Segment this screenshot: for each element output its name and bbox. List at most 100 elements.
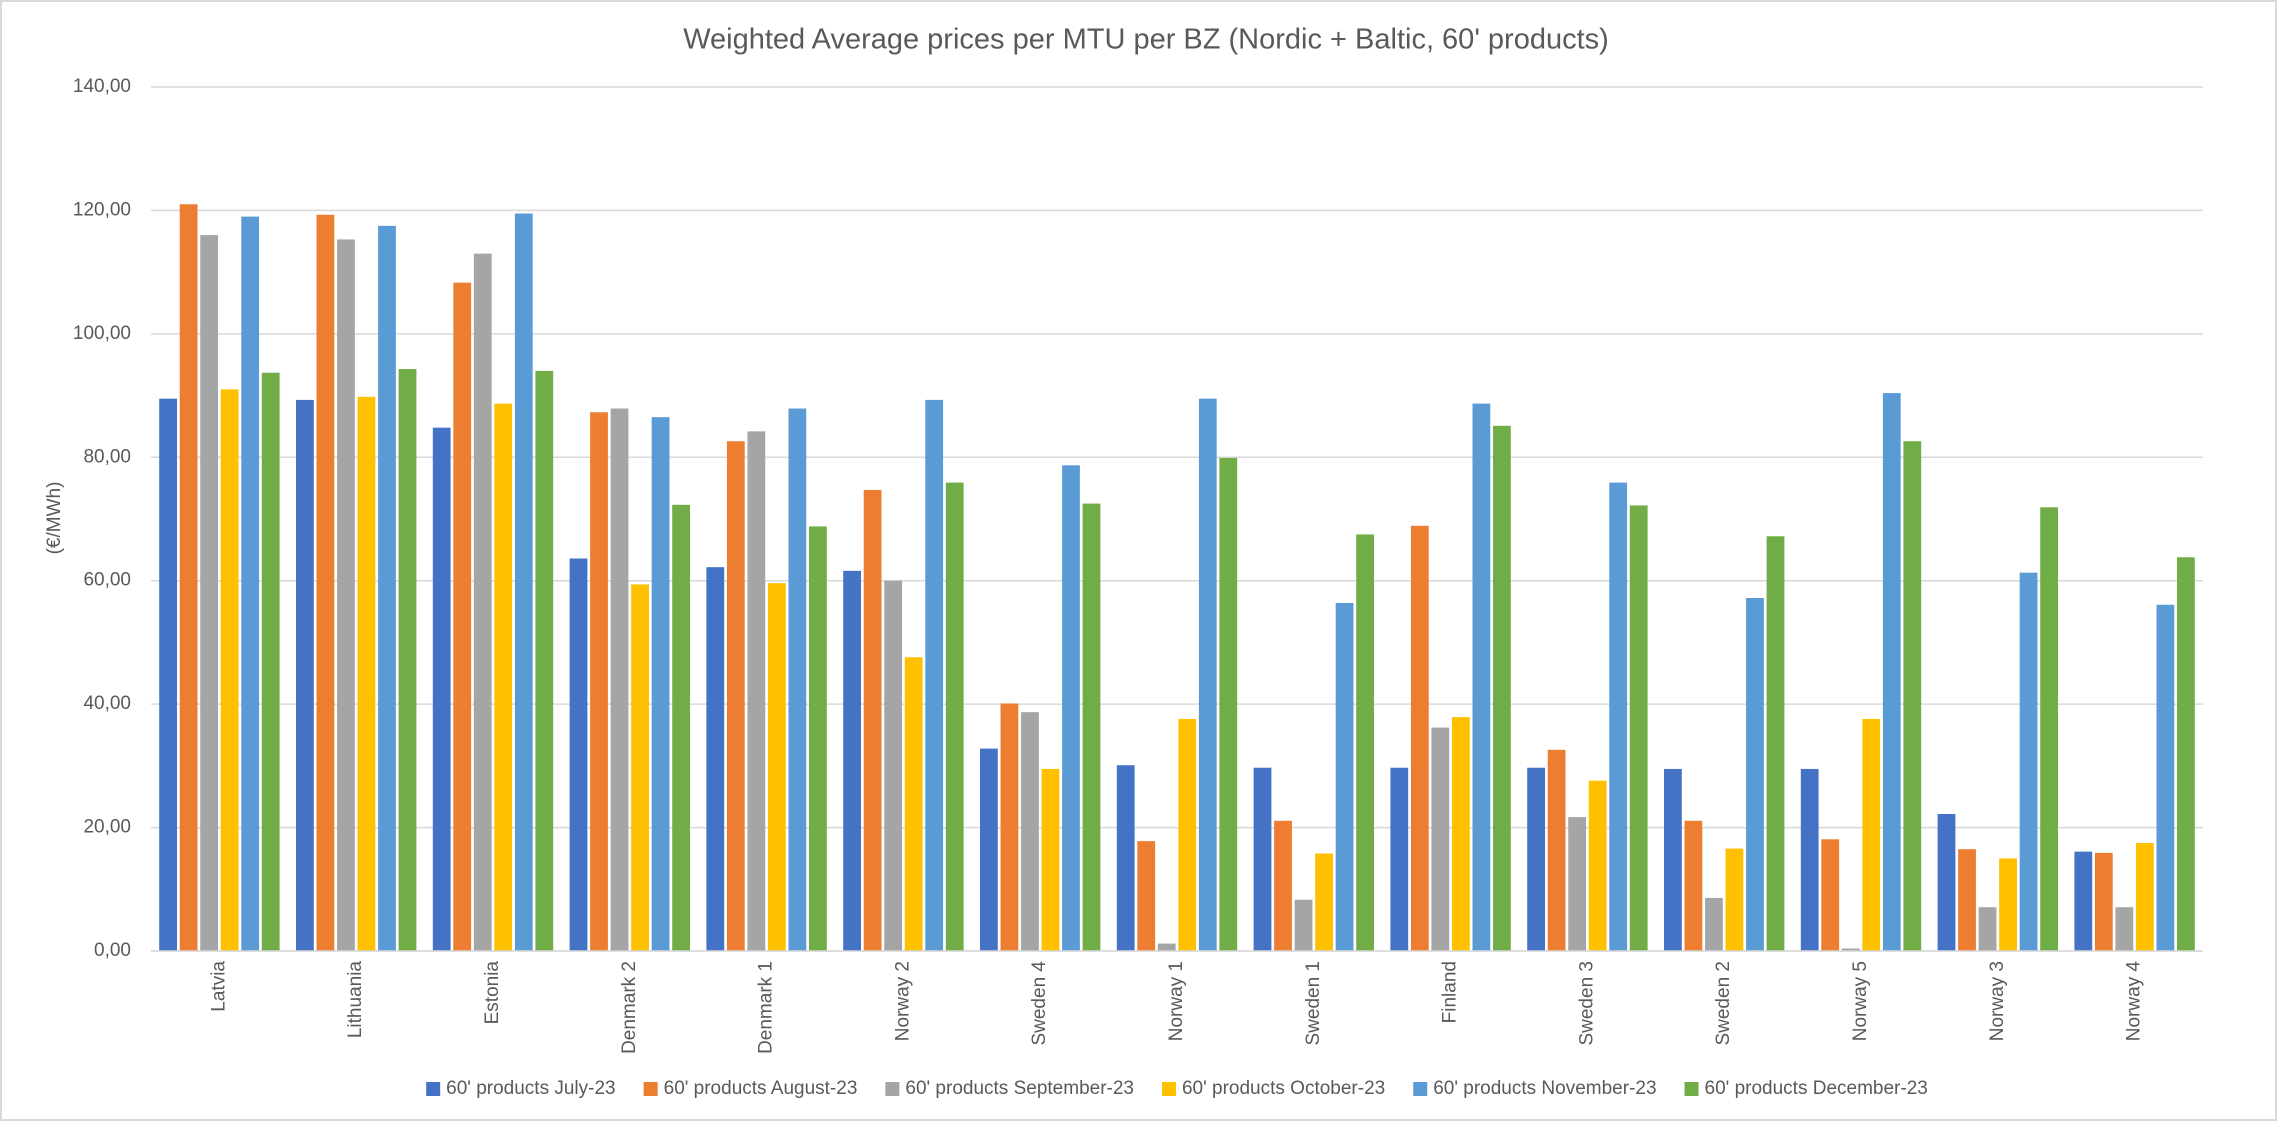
bar <box>1219 457 1238 951</box>
bar <box>945 482 964 951</box>
bar <box>1137 841 1156 951</box>
y-tick-label: 100,00 <box>73 323 131 344</box>
bar <box>1746 597 1764 951</box>
legend-label: 60' products December-23 <box>1705 1078 1928 1099</box>
bar <box>1410 525 1429 951</box>
legend-swatch <box>1684 1082 1699 1096</box>
legend-swatch <box>885 1082 900 1096</box>
bar <box>2135 843 2154 951</box>
bar <box>1588 780 1607 951</box>
bar <box>1841 948 1860 951</box>
legend-swatch <box>643 1082 658 1096</box>
bar <box>1493 425 1511 952</box>
y-tick-label: 40,00 <box>83 693 131 714</box>
bar <box>767 583 786 951</box>
bar <box>2074 851 2093 951</box>
y-tick-label: 80,00 <box>83 446 131 467</box>
legend: 60' products July-23 60' products August-… <box>426 1078 1928 1099</box>
y-tick-label: 0,00 <box>94 940 131 961</box>
bar <box>904 657 923 951</box>
bar <box>1356 534 1374 951</box>
bar <box>1958 849 1976 951</box>
bar <box>261 372 280 951</box>
bar <box>2156 604 2175 951</box>
bar <box>1999 858 2017 951</box>
bar <box>1253 767 1272 951</box>
x-tick-label: Norway 1 <box>1166 961 1187 1041</box>
bar <box>610 408 629 951</box>
bar <box>1315 853 1333 951</box>
bar <box>2177 557 2195 951</box>
bar <box>1116 765 1135 951</box>
legend-swatch <box>426 1082 441 1096</box>
bar <box>179 204 198 951</box>
bar <box>1937 813 1956 951</box>
bar <box>1664 768 1682 951</box>
bar <box>337 239 355 952</box>
bar <box>1684 820 1703 951</box>
bar <box>1821 839 1840 951</box>
bar <box>884 580 903 951</box>
bar <box>1725 848 1744 951</box>
bar <box>1472 403 1491 951</box>
bar <box>1062 465 1080 951</box>
x-tick-label: Norway 5 <box>1850 961 1871 1041</box>
bar <box>494 403 513 951</box>
bar <box>1862 718 1881 951</box>
legend-label: 60' products September-23 <box>905 1078 1134 1099</box>
bar <box>378 225 396 951</box>
x-tick-label: Denmark 1 <box>756 961 777 1054</box>
bar <box>590 412 608 952</box>
legend-swatch <box>1413 1082 1428 1096</box>
x-tick-label: Finland <box>1440 961 1461 1023</box>
bar <box>706 567 725 951</box>
bar <box>535 370 554 951</box>
bar <box>726 441 745 951</box>
bar <box>2115 907 2134 951</box>
bar <box>241 216 260 952</box>
bar <box>514 213 533 951</box>
bar <box>296 399 314 951</box>
bar <box>432 427 451 952</box>
bar <box>1198 398 1217 952</box>
bar <box>1882 393 1901 951</box>
bar <box>1041 768 1060 951</box>
bar <box>569 558 588 951</box>
y-tick-label: 60,00 <box>83 570 131 591</box>
bar <box>398 369 417 951</box>
bar <box>631 584 649 951</box>
bar <box>863 489 882 951</box>
x-tick-label: Sweden 4 <box>1029 961 1050 1046</box>
legend-label: 60' products October-23 <box>1182 1078 1385 1099</box>
bar <box>1335 602 1354 951</box>
bar <box>1527 767 1545 951</box>
legend-label: 60' products July-23 <box>446 1078 615 1099</box>
bar <box>1294 899 1313 951</box>
bar <box>1609 482 1628 951</box>
bar <box>316 214 335 952</box>
chart-title: Weighted Average prices per MTU per BZ (… <box>683 24 1609 56</box>
bar <box>1390 767 1409 951</box>
legend-swatch <box>1161 1082 1176 1096</box>
bar <box>1157 943 1176 951</box>
x-tick-label: Norway 3 <box>1987 961 2008 1041</box>
bar <box>1178 718 1197 951</box>
bar <box>1978 907 1997 951</box>
bar <box>1021 712 1039 951</box>
legend-label: 60' products November-23 <box>1433 1078 1656 1099</box>
bar <box>357 396 376 951</box>
bar <box>1903 441 1922 951</box>
bar <box>1082 503 1101 951</box>
y-tick-label: 140,00 <box>73 76 131 97</box>
bar <box>1568 817 1587 951</box>
bar <box>220 389 239 951</box>
bar <box>788 408 807 951</box>
x-tick-label: Sweden 3 <box>1576 961 1597 1046</box>
bar <box>1547 749 1566 951</box>
x-tick-label: Estonia <box>482 961 503 1025</box>
bar <box>1431 727 1450 951</box>
bar <box>809 526 827 951</box>
x-tick-label: Denmark 2 <box>619 961 640 1054</box>
bar <box>747 431 766 951</box>
